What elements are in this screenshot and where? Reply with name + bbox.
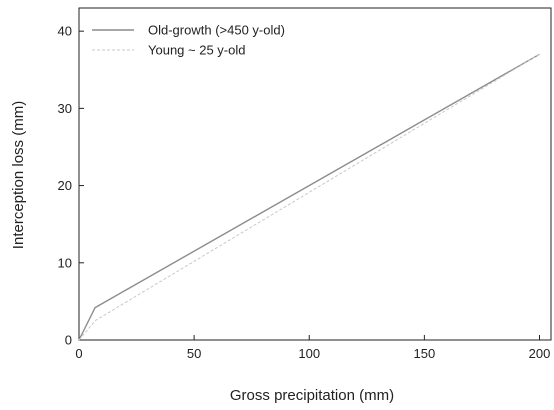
- y-tick-label: 10: [58, 255, 72, 270]
- x-axis-label: Gross precipitation (mm): [230, 387, 394, 404]
- axis-ticks: 0 50 100 150 200 0 10 20 30 40: [58, 24, 551, 361]
- x-tick-label: 150: [414, 346, 436, 361]
- y-tick-label: 30: [58, 101, 72, 116]
- legend-label-2: Young ~ 25 y-old: [148, 43, 245, 58]
- x-tick-label: 50: [187, 346, 201, 361]
- series-line-1: [78, 53, 540, 341]
- plot-border: [78, 7, 552, 341]
- y-tick-label: 40: [58, 24, 72, 39]
- y-tick-label: 0: [65, 333, 72, 348]
- legend: Old-growth (>450 y-old) Young ~ 25 y-old: [92, 23, 285, 58]
- series-line-2: [78, 53, 540, 341]
- x-tick-label: 100: [298, 346, 320, 361]
- x-tick-label: 200: [529, 346, 551, 361]
- y-tick-label: 20: [58, 178, 72, 193]
- series-layer: [78, 53, 540, 341]
- y-axis-label: Interception loss (mm): [10, 101, 27, 249]
- plot-area: [78, 7, 552, 341]
- legend-label-1: Old-growth (>450 y-old): [148, 23, 285, 38]
- x-tick-label: 0: [75, 346, 82, 361]
